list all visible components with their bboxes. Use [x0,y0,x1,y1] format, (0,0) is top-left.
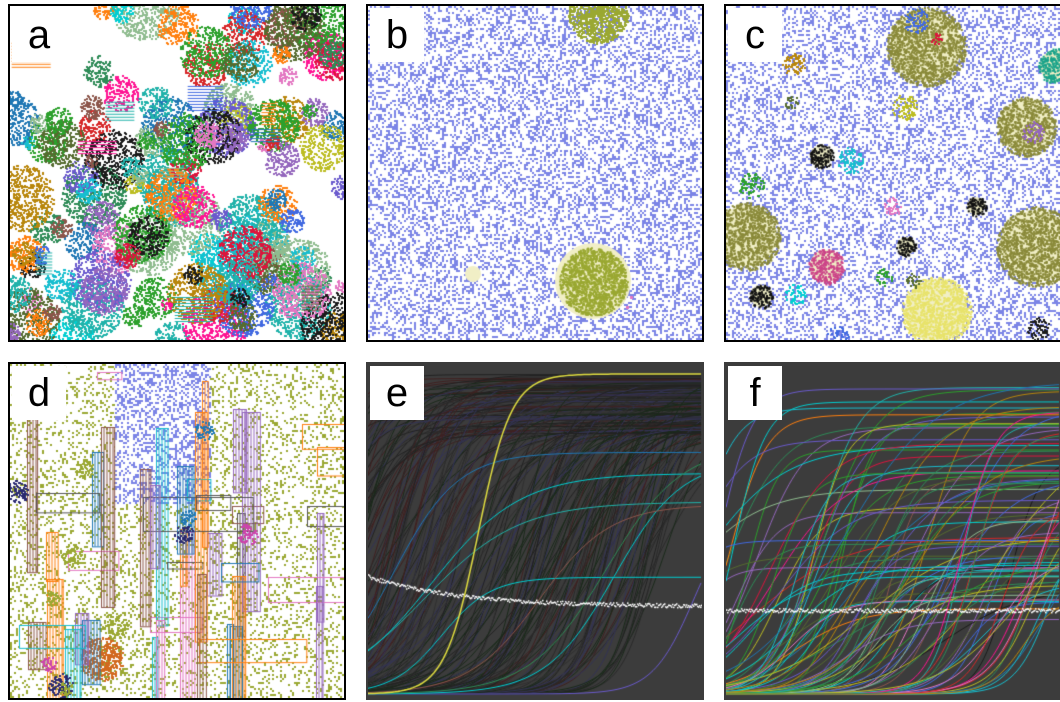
panel-d-label: d [12,366,66,420]
panel-c-label: c [728,8,782,62]
panel-f-label: f [728,366,782,420]
panel-b-label: b [370,8,424,62]
panel-f: f [724,362,1060,700]
panel-b: b [366,4,704,342]
panel-c: c [724,4,1060,342]
panel-a-label: a [12,8,66,62]
panel-a: a [8,4,346,342]
panel-e-label: e [370,366,424,420]
panel-d: d [8,362,346,700]
panel-e: e [366,362,704,700]
